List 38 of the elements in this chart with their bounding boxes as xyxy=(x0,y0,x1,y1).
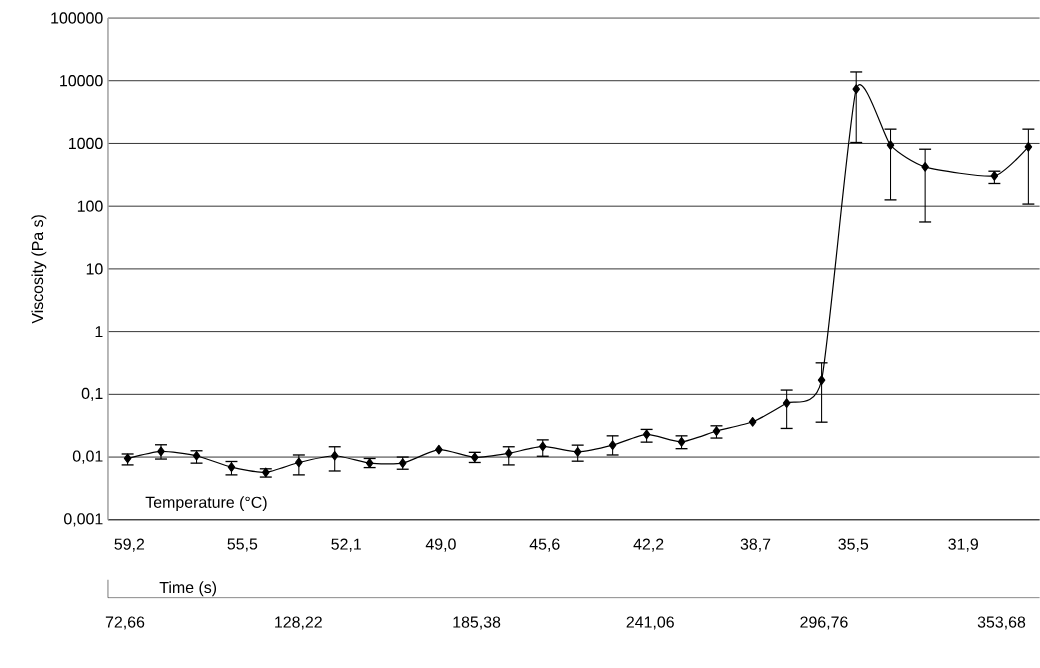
x2-tick-label: 55,5 xyxy=(227,538,258,552)
x-tick-label: 128,22 xyxy=(275,616,322,630)
point xyxy=(990,171,999,181)
point xyxy=(608,440,617,451)
x2-tick-label: 49,0 xyxy=(425,538,456,552)
x-tick-label: 185,38 xyxy=(453,616,501,630)
x-tick-label: 72,66 xyxy=(105,616,145,630)
x2-tick-label: 59,2 xyxy=(114,538,145,552)
point xyxy=(921,162,929,172)
y-tick-label: 1000 xyxy=(69,137,103,150)
point xyxy=(1024,142,1033,152)
x2-tick-label: 31,9 xyxy=(948,538,978,552)
y-tick-label: 1 xyxy=(95,326,103,338)
point xyxy=(435,444,443,455)
x2-axis-title: Temperature (°C) xyxy=(145,496,267,512)
y-tick-label: 0,001 xyxy=(64,513,103,527)
y-tick-label: 10000 xyxy=(60,75,103,87)
point xyxy=(782,398,791,409)
y-tick-label: 100000 xyxy=(51,12,103,24)
point xyxy=(886,140,895,151)
y-tick-label: 0,1 xyxy=(81,387,103,402)
x-tick-label: 353,68 xyxy=(977,616,1026,630)
x2-tick-label: 52,1 xyxy=(331,538,361,552)
x2-tick-label: 45,6 xyxy=(529,538,560,552)
x2-tick-label: 42,2 xyxy=(633,538,664,552)
y-axis-title: Viscosity (Pa s) xyxy=(31,215,47,324)
x-axis-title: Time (s) xyxy=(159,581,217,597)
y-tick-label: 10 xyxy=(86,263,103,275)
point xyxy=(817,375,826,386)
x-tick-label: 241,06 xyxy=(626,616,674,630)
x2-tick-label: 38,7 xyxy=(740,538,771,552)
point xyxy=(330,451,339,461)
y-tick-label: 100 xyxy=(77,200,103,212)
point xyxy=(748,417,757,427)
x-tick-label: 296,76 xyxy=(800,616,848,630)
x2-tick-label: 35,5 xyxy=(838,538,869,552)
y-tick-label: 0,01 xyxy=(72,450,103,464)
point xyxy=(852,84,860,95)
